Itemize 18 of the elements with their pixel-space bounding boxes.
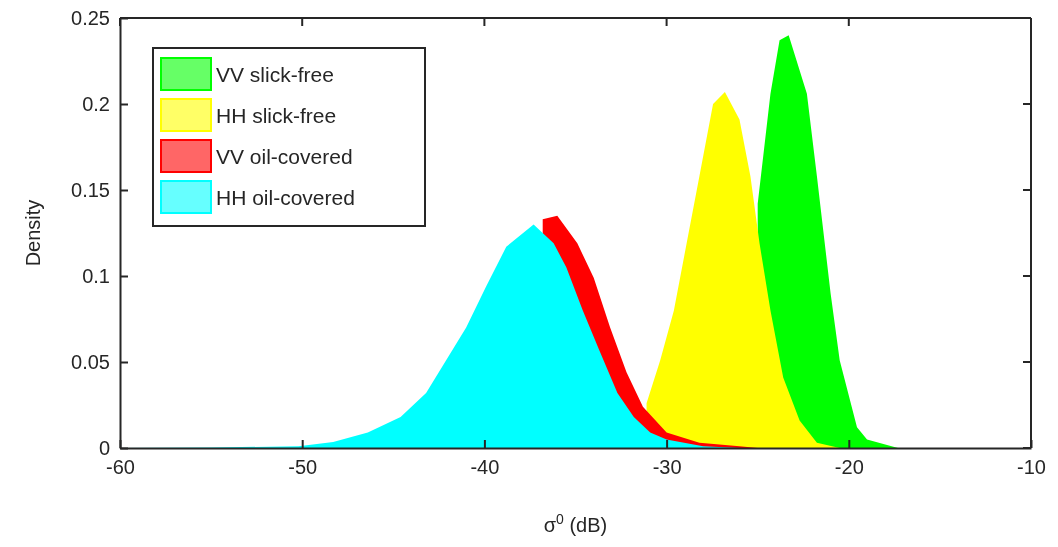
legend-label: VV slick-free (216, 63, 334, 86)
y-tick-label: 0.2 (82, 92, 110, 115)
x-tick-label: -40 (470, 456, 500, 479)
y-tick-label: 0.15 (71, 178, 110, 201)
x-tick-label: -20 (834, 456, 864, 479)
x-tick-label: -30 (652, 456, 682, 479)
y-axis-title: Density (22, 199, 44, 267)
legend-label: VV oil-covered (216, 145, 353, 168)
legend-label: HH slick-free (216, 104, 337, 127)
x-tick-label: -10 (1017, 456, 1046, 479)
x-tick-label: -60 (106, 456, 135, 479)
y-tick-label: 0 (98, 436, 110, 459)
y-tick-label: 0.1 (82, 264, 110, 287)
y-tick-label: 0.25 (71, 6, 110, 29)
legend-label: HH oil-covered (216, 186, 355, 209)
x-tick-label: -50 (288, 456, 318, 479)
x-axis-title: σ$^{0}$ (dB) (543, 511, 608, 536)
y-tick-label: 0.05 (71, 350, 110, 373)
